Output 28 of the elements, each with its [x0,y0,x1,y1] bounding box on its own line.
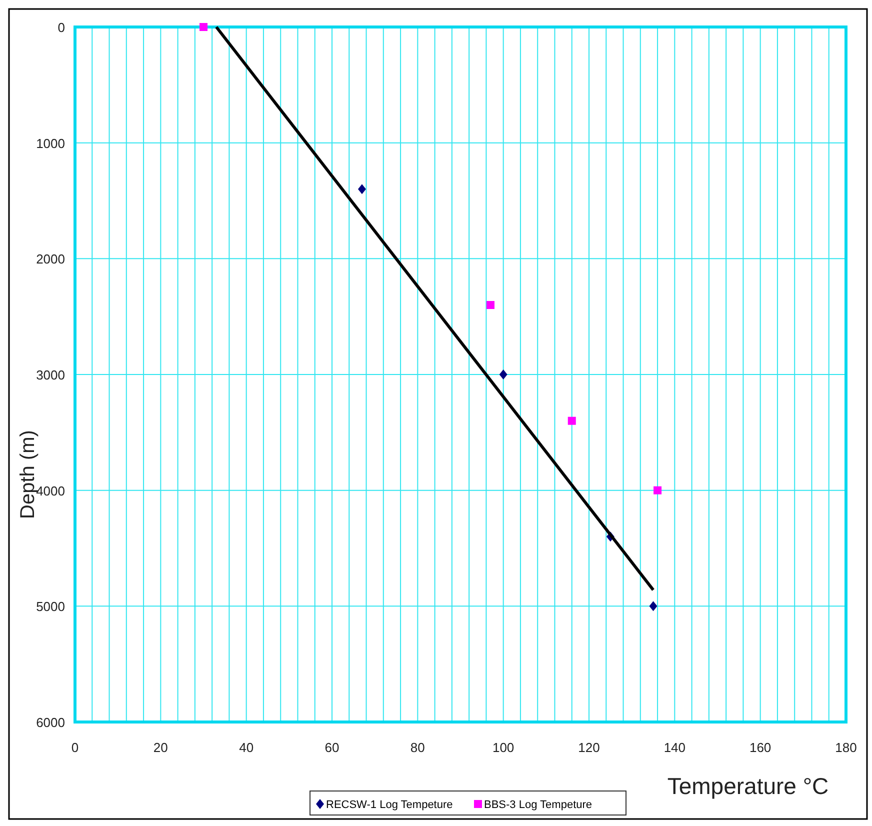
point [358,184,366,194]
x-axis-title: Temperature °C [667,773,829,799]
y-tick-label: 1000 [36,136,65,151]
y-tick-label: 0 [58,20,65,35]
y-tick-label: 2000 [36,252,65,267]
y-tick-label: 5000 [36,599,65,614]
legend-label: BBS-3 Log Tempeture [484,799,592,811]
x-tick-label: 140 [664,740,686,755]
point [649,601,658,612]
point [486,301,494,309]
x-tick-label: 40 [239,740,254,755]
y-axis-title: Depth (m) [17,430,39,519]
legend-label: RECSW-1 Log Tempeture [326,799,453,811]
x-tick-label: 180 [835,740,857,755]
x-tick-label: 80 [410,740,425,755]
x-tick-label: 60 [324,740,340,755]
y-tick-label: 3000 [36,368,65,382]
x-tick-label: 160 [749,740,772,755]
x-tick-label: 100 [492,740,514,755]
x-tick-label: 0 [71,740,79,755]
x-tick-label: 120 [578,740,600,755]
y-tick-label: 6000 [36,715,65,730]
x-tick-label: 20 [153,740,168,755]
point [654,486,662,494]
y-tick-label: 4000 [36,483,65,498]
point [499,370,508,380]
point [200,23,208,31]
point [568,416,576,425]
